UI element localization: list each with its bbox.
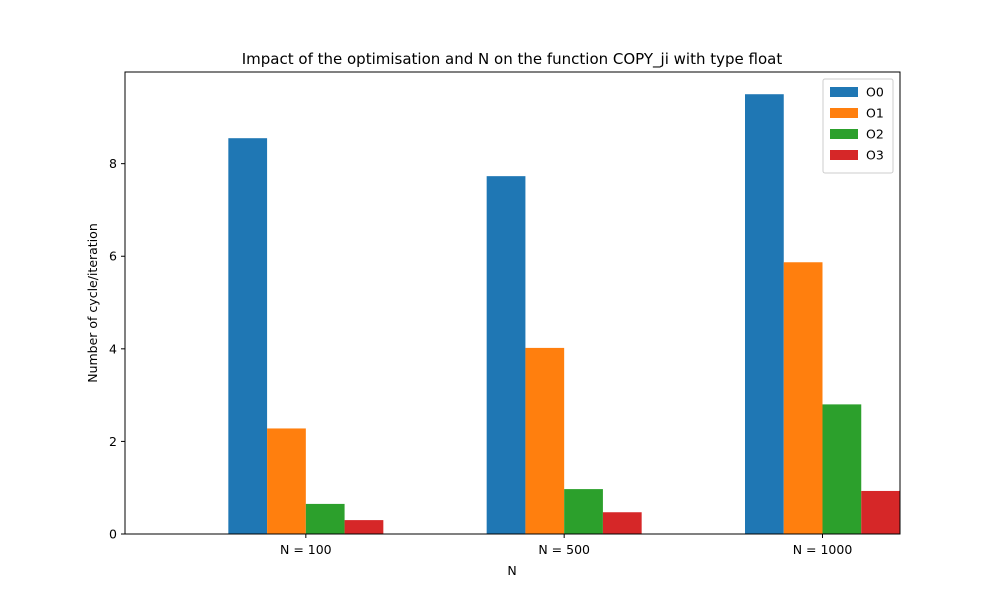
bar-o0-3 <box>745 94 784 534</box>
x-tick-label: N = 500 <box>538 542 590 557</box>
legend-frame <box>822 78 894 174</box>
legend-swatch-o0 <box>830 87 858 97</box>
plot-frame <box>124 71 901 535</box>
x-axis-label: N <box>507 563 516 578</box>
legend-swatch-o1 <box>830 108 858 118</box>
y-tick-label: 0 <box>109 527 117 542</box>
y-tick-label: 4 <box>109 341 117 356</box>
y-axis-label: Number of cycle/iteration <box>85 223 100 383</box>
bar-o1-2 <box>525 347 565 534</box>
bars-group <box>228 94 900 534</box>
bar-o0-1 <box>228 138 268 534</box>
bar-o3-3 <box>861 490 900 534</box>
bar-o2-1 <box>305 503 345 534</box>
legend-label-o1: O1 <box>866 106 884 121</box>
x-tick-label: N = 100 <box>280 542 332 557</box>
bar-o3-2 <box>602 512 642 534</box>
legend-label-o3: O3 <box>866 148 884 163</box>
legend-swatch-o2 <box>830 129 858 139</box>
chart-title: Impact of the optimisation and N on the … <box>242 50 783 69</box>
bar-o0-2 <box>486 176 526 534</box>
legend-label-o0: O0 <box>866 85 884 100</box>
bar-o3-1 <box>344 520 384 534</box>
legend: O0 O1 O2 O3 <box>822 78 894 174</box>
legend-label-o2: O2 <box>866 127 884 142</box>
y-tick-label: 2 <box>109 434 117 449</box>
bar-o1-1 <box>267 428 306 534</box>
x-tick-label: N = 1000 <box>793 542 853 557</box>
legend-swatch-o3 <box>830 150 858 160</box>
y-tick-label: 8 <box>109 156 117 171</box>
axes-group: 0 2 4 6 8 N = 100 N = 500 N = 1000 <box>109 71 901 557</box>
bar-o1-3 <box>783 262 823 534</box>
y-tick-label: 6 <box>109 249 117 264</box>
bar-o2-2 <box>564 489 603 534</box>
bar-o2-3 <box>822 404 862 534</box>
